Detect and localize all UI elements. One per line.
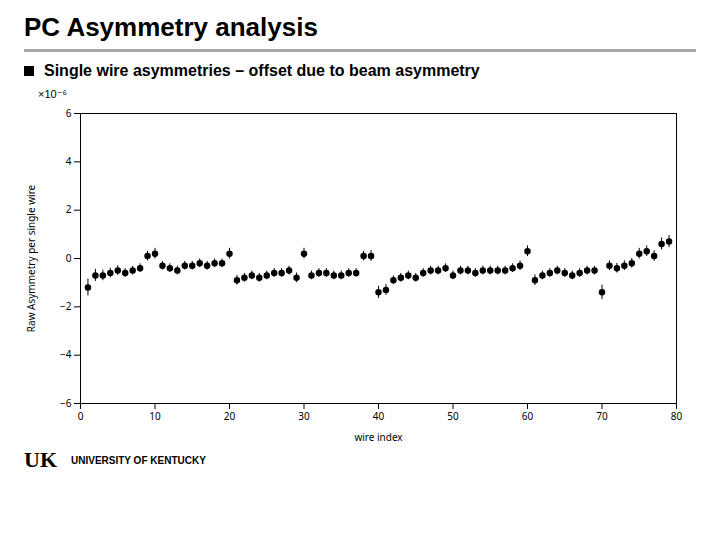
svg-text:6: 6 [66, 106, 72, 120]
svg-text:wire index: wire index [354, 430, 403, 444]
svg-text:40: 40 [373, 409, 385, 423]
svg-text:60: 60 [522, 409, 534, 423]
html-text:×10⁻⁶: ×10⁻⁶ [38, 88, 67, 100]
svg-text:30: 30 [298, 409, 310, 423]
svg-text:10: 10 [149, 409, 161, 423]
svg-text:0: 0 [78, 409, 84, 423]
html-text:UNIVERSITY OF KENTUCKY: UNIVERSITY OF KENTUCKY [71, 454, 206, 466]
svg-text:50: 50 [447, 409, 459, 423]
svg-text:4: 4 [66, 154, 72, 168]
html-text:Single wire asymmetries – offs: Single wire asymmetries – offset due to … [44, 62, 480, 79]
svg-text:−2: −2 [60, 299, 72, 313]
html-text:PC Asymmetry analysis: PC Asymmetry analysis [24, 12, 318, 42]
svg-text:2: 2 [66, 202, 72, 216]
svg-text:80: 80 [671, 409, 683, 423]
svg-text:Raw Asymmetry per single wire: Raw Asymmetry per single wire [24, 184, 38, 332]
svg-text:20: 20 [224, 409, 236, 423]
svg-text:70: 70 [596, 409, 608, 423]
svg-text:−4: −4 [60, 347, 72, 361]
html-text:UK: UK [24, 447, 57, 472]
svg-text:0: 0 [66, 251, 72, 265]
svg-text:−6: −6 [60, 396, 72, 410]
